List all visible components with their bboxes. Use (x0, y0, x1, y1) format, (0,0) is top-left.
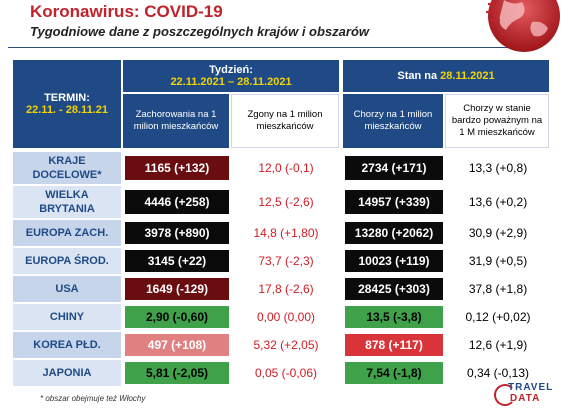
cases-cell: 497 (+108) (125, 334, 229, 356)
severe-cell: 0,34 (-0,13) (447, 362, 549, 384)
deaths-cell: 12,0 (-0,1) (233, 156, 339, 180)
deaths-cell: 14,8 (+1,80) (233, 222, 339, 244)
cases-cell: 1165 (+132) (125, 156, 229, 180)
page-subtitle: Tygodniowe dane z poszczególnych krajów … (30, 24, 370, 39)
sick-cell: 14957 (+339) (345, 190, 443, 214)
sick-cell: 28425 (+303) (345, 278, 443, 300)
logo-text-top: TRAVEL (508, 382, 554, 393)
footnote: * obszar obejmuje też Włochy (40, 394, 146, 403)
travel-data-logo: TRAVEL DATA (492, 382, 560, 408)
termin-label: TERMIN: (44, 92, 90, 104)
deaths-cell: 12,5 (-2,6) (233, 190, 339, 214)
stan-date: 28.11.2021 (440, 70, 495, 82)
row-label: EUROPA ŚROD. (13, 248, 121, 274)
severe-cell: 30,9 (+2,9) (447, 222, 549, 244)
row-label: KRAJE DOCELOWE* (13, 152, 121, 184)
cases-cell: 2,90 (-0,60) (125, 306, 229, 328)
termin-header: TERMIN: 22.11. - 28.11.21 (13, 60, 121, 148)
row-label: USA (13, 276, 121, 302)
severe-cell: 0,12 (+0,02) (447, 306, 549, 328)
row-label: JAPONIA (13, 360, 121, 386)
covid-table: TERMIN: 22.11. - 28.11.21 Tydzień: 22.11… (13, 60, 549, 389)
row-label: EUROPA ZACH. (13, 220, 121, 246)
week-label: Tydzień: (209, 64, 253, 76)
severe-cell: 13,3 (+0,8) (447, 156, 549, 180)
week-dates: 22.11.2021 – 28.11.2021 (170, 76, 292, 88)
column-header-deaths: Zgony na 1 milion mieszkańców (231, 94, 339, 148)
sick-cell: 13280 (+2062) (345, 222, 443, 244)
cases-cell: 4446 (+258) (125, 190, 229, 214)
column-header-severe: Chorzy w stanie bardzo poważnym na 1 M m… (445, 94, 549, 148)
termin-dates: 22.11. - 28.11.21 (26, 104, 108, 116)
sick-cell: 2734 (+171) (345, 156, 443, 180)
column-header-cases: Zachorowania na 1 milion mieszkańców (123, 94, 229, 148)
page-title: Koronawirus: COVID-19 (30, 2, 223, 21)
cases-cell: 3978 (+890) (125, 222, 229, 244)
severe-cell: 12,6 (+1,9) (447, 334, 549, 356)
deaths-cell: 0,00 (0,00) (233, 306, 339, 328)
sick-cell: 13,5 (-3,8) (345, 306, 443, 328)
row-label: KOREA PŁD. (13, 332, 121, 358)
stan-header: Stan na 28.11.2021 (343, 60, 549, 92)
stan-label: Stan na (397, 70, 438, 82)
slide-header: Koronawirus: COVID-19 Tygodniowe dane z … (0, 0, 564, 56)
deaths-cell: 0,05 (-0,06) (233, 362, 339, 384)
row-label: CHINY (13, 304, 121, 330)
cases-cell: 5,81 (-2,05) (125, 362, 229, 384)
globe-icon (486, 0, 560, 52)
severe-cell: 37,8 (+1,8) (447, 278, 549, 300)
severe-cell: 13,6 (+0,2) (447, 190, 549, 214)
severe-cell: 31,9 (+0,5) (447, 250, 549, 272)
sick-cell: 878 (+117) (345, 334, 443, 356)
column-header-sick: Chorzy na 1 milion mieszkańców (343, 94, 443, 148)
deaths-cell: 17,8 (-2,6) (233, 278, 339, 300)
sick-cell: 7,54 (-1,8) (345, 362, 443, 384)
deaths-cell: 5,32 (+2,05) (233, 334, 339, 356)
row-label: WIELKA BRYTANIA (13, 186, 121, 218)
logo-text-bottom: DATA (510, 393, 541, 404)
week-header: Tydzień: 22.11.2021 – 28.11.2021 (123, 60, 339, 92)
cases-cell: 3145 (+22) (125, 250, 229, 272)
cases-cell: 1649 (-129) (125, 278, 229, 300)
deaths-cell: 73,7 (-2,3) (233, 250, 339, 272)
header-divider (8, 47, 508, 48)
sick-cell: 10023 (+119) (345, 250, 443, 272)
logo-ring-icon (494, 384, 516, 406)
